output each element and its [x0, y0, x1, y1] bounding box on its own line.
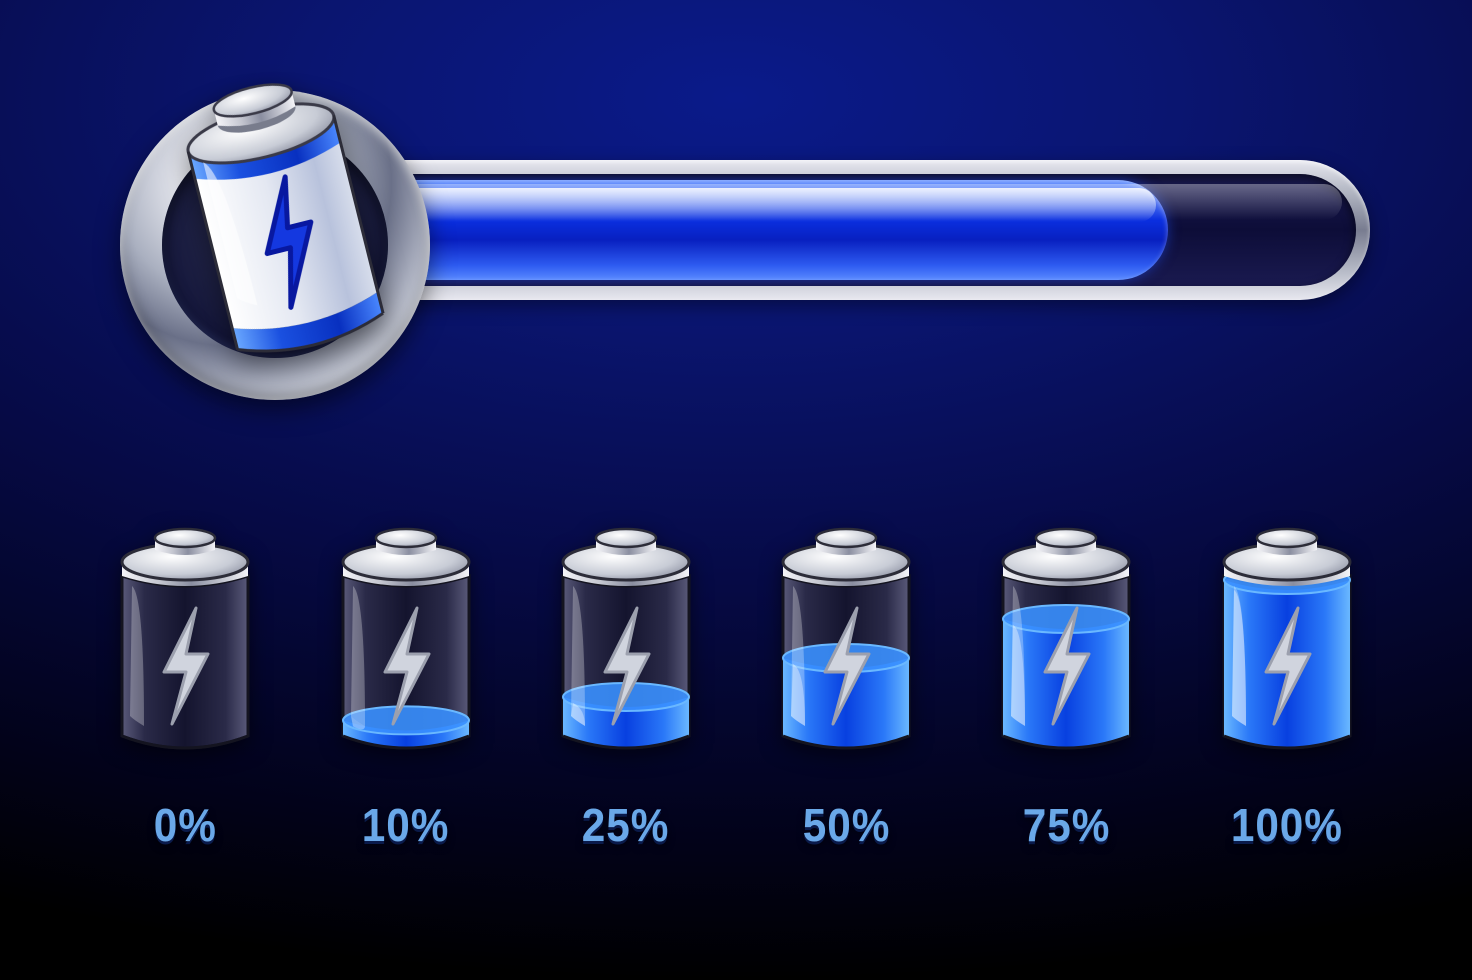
battery-icon [1212, 520, 1362, 770]
progress-bar-track [314, 174, 1356, 286]
battery-percent-label: 100% [1231, 798, 1343, 852]
battery-percent-label: 75% [1023, 798, 1110, 852]
battery-level-item: 0% [110, 520, 260, 852]
battery-levels-row: 0% 10% [0, 520, 1472, 852]
battery-icon [991, 520, 1141, 770]
progress-bar-frame [300, 160, 1370, 300]
progress-bar-fill [320, 180, 1168, 280]
battery-icon [551, 520, 701, 770]
battery-medallion [120, 90, 430, 400]
battery-level-item: 100% [1212, 520, 1362, 852]
battery-icon [331, 520, 481, 770]
battery-percent-label: 10% [362, 798, 449, 852]
battery-level-item: 75% [991, 520, 1141, 852]
energy-progress-hero [80, 80, 1390, 400]
battery-level-item: 10% [331, 520, 481, 852]
battery-percent-label: 50% [802, 798, 889, 852]
battery-percent-label: 0% [154, 798, 217, 852]
battery-level-item: 25% [551, 520, 701, 852]
battery-icon [110, 520, 260, 770]
battery-icon [771, 520, 921, 770]
battery-percent-label: 25% [582, 798, 669, 852]
battery-level-item: 50% [771, 520, 921, 852]
